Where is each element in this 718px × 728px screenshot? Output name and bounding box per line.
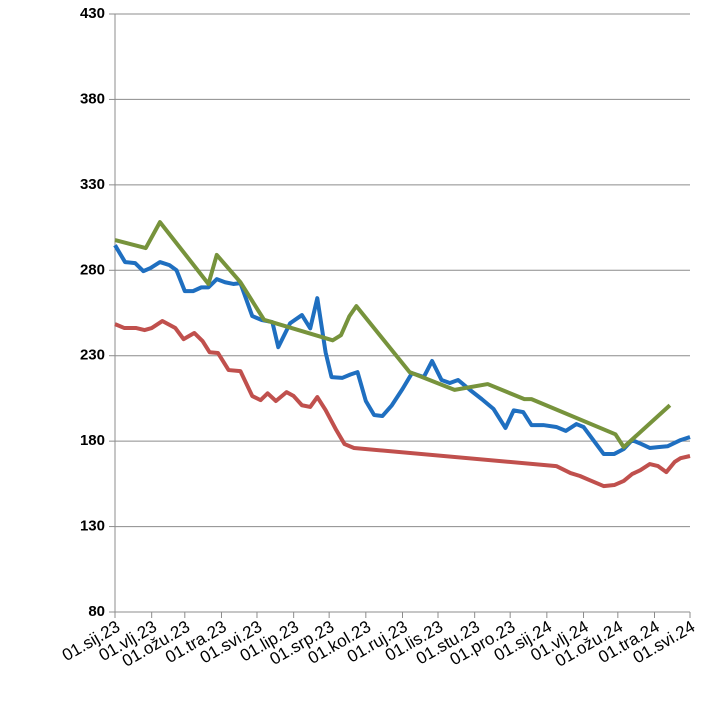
y-tick-label: 130 xyxy=(80,518,105,535)
y-tick-label: 430 xyxy=(80,5,105,22)
series-line xyxy=(113,244,691,456)
y-tick-label: 330 xyxy=(80,176,105,193)
y-tick-label: 80 xyxy=(88,603,105,620)
series-line xyxy=(114,220,672,450)
y-tick-label: 230 xyxy=(80,347,105,364)
series-line xyxy=(114,319,691,489)
y-tick-label: 180 xyxy=(80,432,105,449)
y-tick-label: 280 xyxy=(80,261,105,278)
y-tick-label: 380 xyxy=(80,90,105,107)
